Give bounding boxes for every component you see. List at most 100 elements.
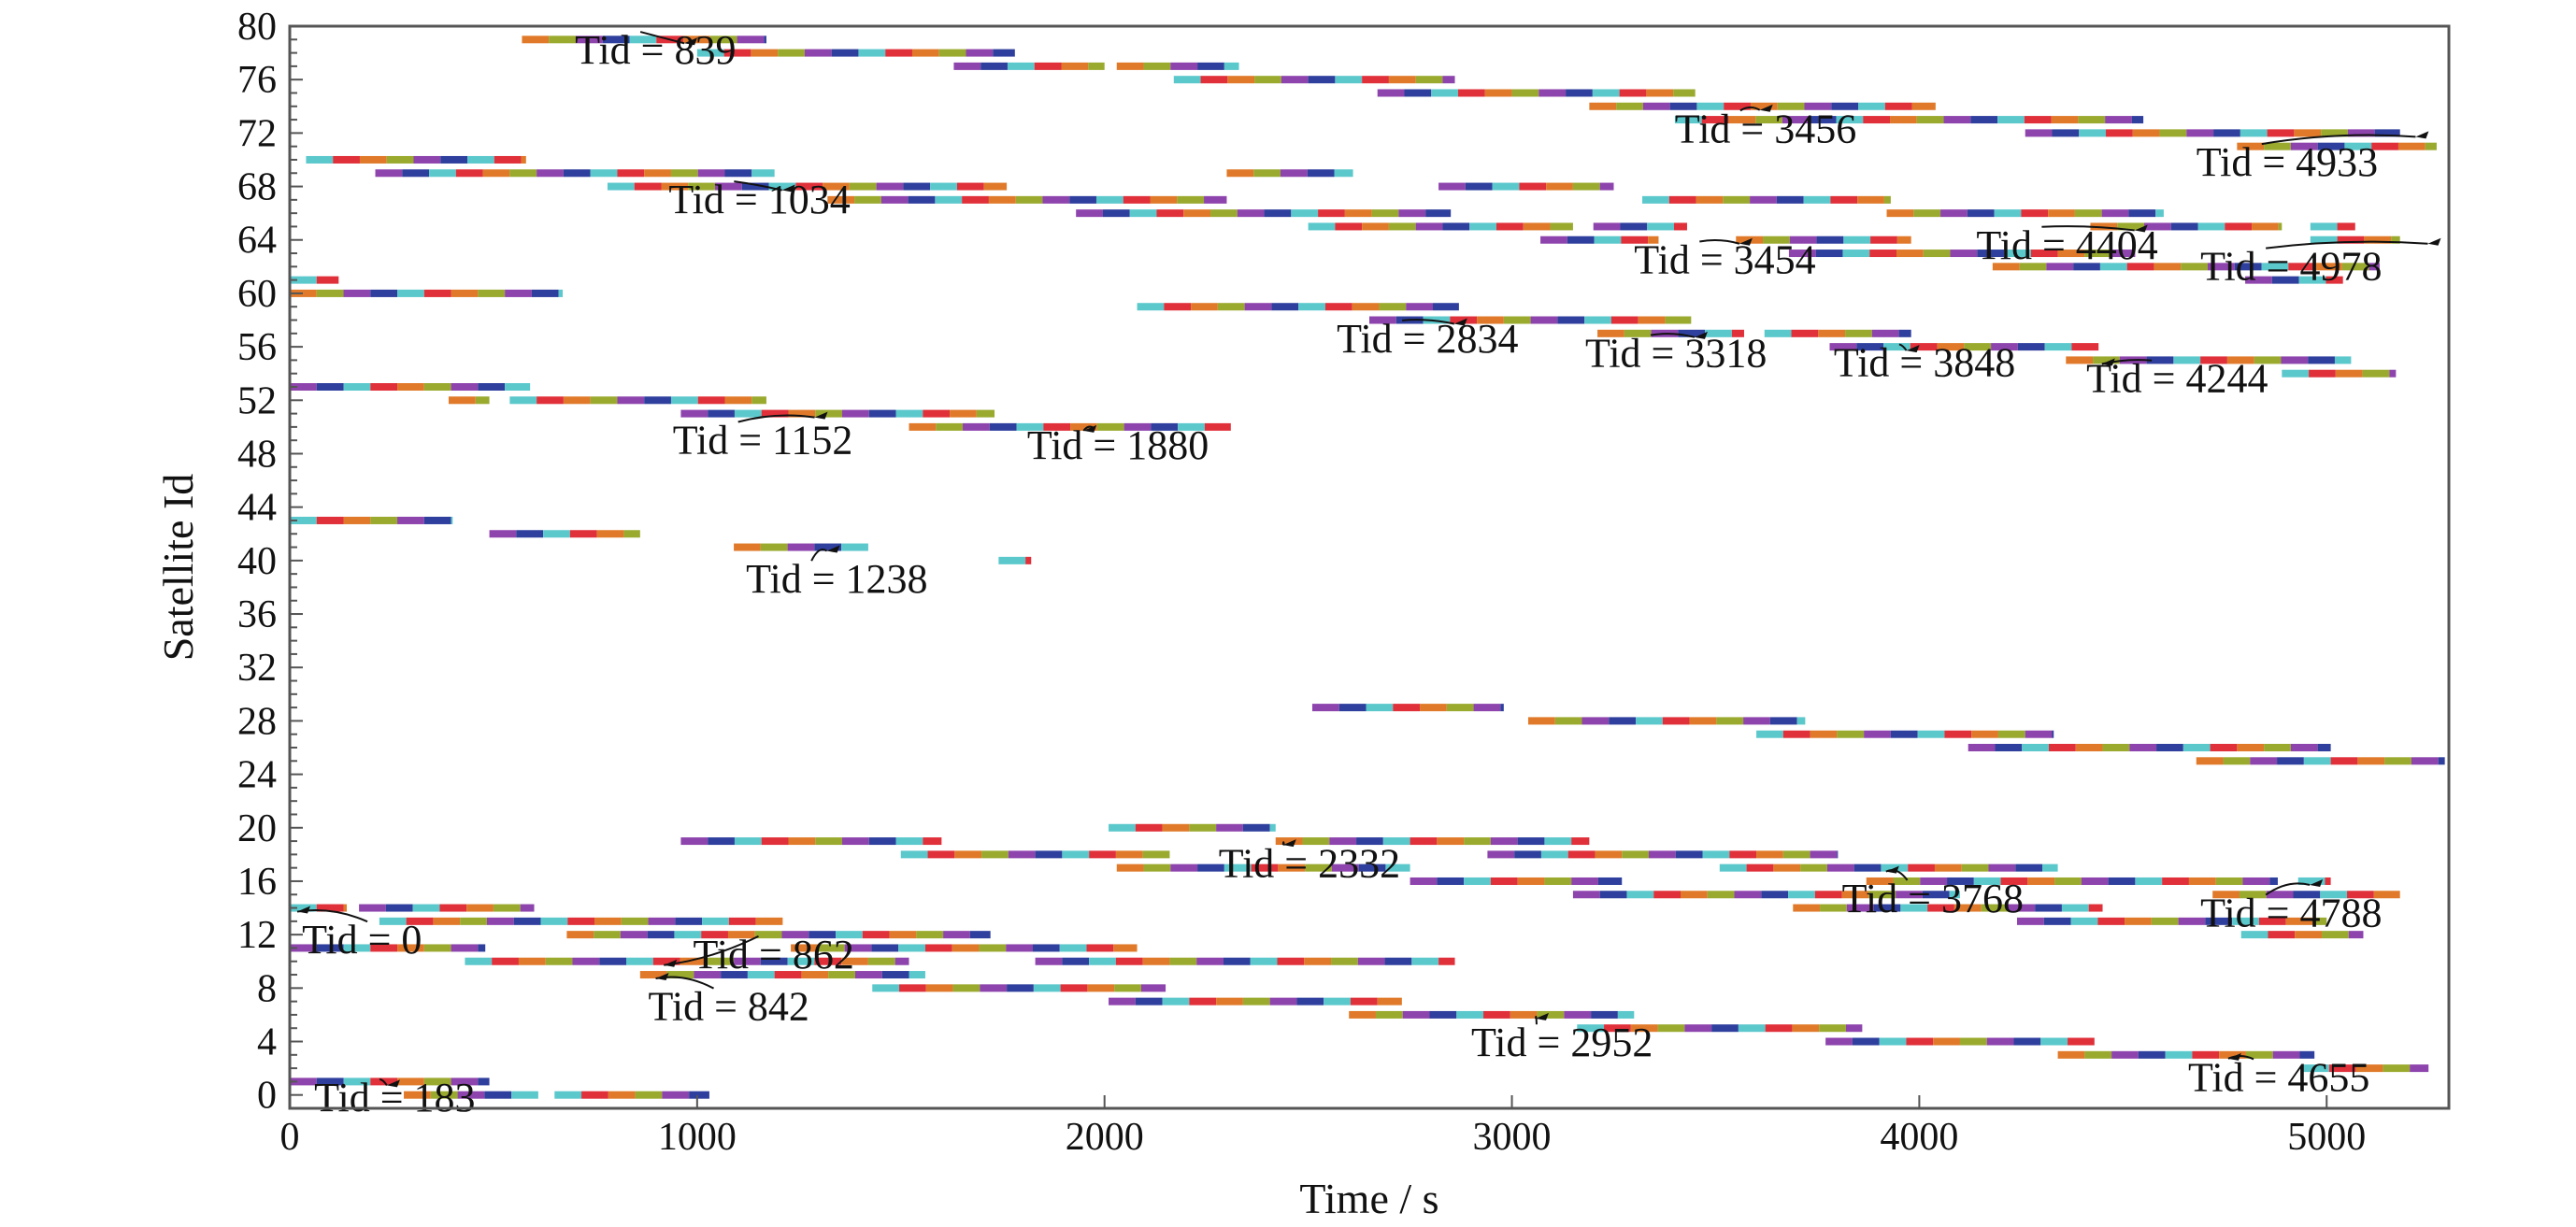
task-segment — [596, 530, 624, 538]
task-segment — [1630, 1024, 1658, 1033]
task-segment — [858, 49, 886, 57]
task-segment — [881, 971, 909, 979]
task-segment — [817, 944, 845, 952]
task-segment — [2252, 222, 2279, 231]
task-segment — [478, 383, 506, 391]
task-segment — [2173, 356, 2201, 364]
task-segment — [644, 169, 671, 178]
task-segment — [680, 409, 708, 418]
task-segment — [754, 931, 782, 939]
task-segment — [1831, 102, 1859, 110]
task-segment — [2282, 369, 2310, 378]
y-tick-label: 24 — [237, 754, 277, 797]
task-segment — [2186, 129, 2214, 137]
arrowhead-icon — [781, 184, 795, 193]
task-segment — [1358, 863, 1386, 872]
task-segment — [359, 155, 387, 164]
task-segment — [1109, 823, 1136, 832]
task-segment — [1933, 1037, 1960, 1046]
task-segment — [827, 195, 855, 204]
task-segment — [1701, 116, 1729, 124]
task-segment — [1442, 76, 1455, 84]
arrowhead-icon — [814, 411, 828, 420]
task-segment — [1324, 997, 1351, 1006]
task-segment — [841, 957, 868, 965]
task-segment — [1223, 957, 1251, 965]
task-segment — [1503, 316, 1531, 324]
task-segment — [1621, 235, 1649, 244]
annotation-arrow — [1739, 106, 1761, 112]
task-segment — [980, 62, 1008, 70]
task-segment — [1890, 116, 1917, 124]
task-segment — [1226, 169, 1254, 178]
task-segment — [575, 36, 603, 44]
task-segment — [1991, 343, 2018, 351]
task-segment — [1496, 222, 1524, 231]
task-segment — [1842, 250, 1870, 258]
task-segment — [1244, 303, 1272, 311]
task-segment — [1567, 850, 1596, 859]
plot-frame — [288, 24, 2451, 1110]
task-segment — [2334, 356, 2352, 364]
y-tick-label: 52 — [237, 379, 277, 422]
y-tick-label: 48 — [237, 433, 277, 476]
task-segment — [1944, 730, 1972, 738]
task-segment — [1554, 717, 1582, 725]
task-segment — [885, 49, 912, 57]
task-id-label: Tid = 3318 — [1585, 331, 1767, 377]
task-segment — [2245, 1050, 2273, 1059]
task-segment — [1487, 850, 1515, 859]
task-segment — [1647, 222, 1675, 231]
arrowhead-icon — [2227, 1052, 2241, 1061]
task-segment — [343, 383, 371, 391]
task-segment — [423, 1077, 451, 1086]
task-segment — [1594, 235, 1622, 244]
task-segment — [2391, 235, 2400, 244]
task-segment — [1571, 877, 1598, 885]
x-tick-label: 4000 — [1880, 1116, 1958, 1159]
task-segment — [1793, 904, 1821, 912]
task-segment — [2213, 129, 2240, 137]
arrowhead-icon — [2310, 878, 2324, 887]
task-segment — [1070, 422, 1097, 431]
task-segment — [2165, 1050, 2193, 1059]
task-segment — [1517, 837, 1545, 846]
task-segment — [1673, 89, 1696, 97]
arrowhead-icon — [684, 37, 698, 46]
task-segment — [1311, 704, 1339, 712]
task-segment — [734, 409, 762, 418]
task-segment — [1734, 891, 1762, 899]
task-segment — [2232, 917, 2259, 925]
task-segment — [791, 944, 818, 952]
task-segment — [761, 409, 789, 418]
task-segment — [2182, 744, 2211, 751]
task-segment — [980, 984, 1008, 992]
x-tick-label: 3000 — [1473, 1116, 1552, 1159]
task-segment — [379, 917, 407, 925]
task-segment — [1881, 863, 1909, 872]
task-id-label: Tid = 4933 — [2197, 139, 2378, 185]
task-segment — [2057, 1050, 2085, 1059]
task-segment — [607, 182, 635, 191]
task-segment — [537, 396, 564, 405]
task-segment — [1116, 62, 1144, 70]
task-segment — [397, 516, 424, 524]
task-segment — [1446, 704, 1474, 712]
task-segment — [448, 396, 476, 405]
task-segment — [2321, 129, 2348, 137]
task-segment — [2025, 129, 2053, 137]
task-segment — [2088, 904, 2103, 912]
task-segment — [751, 169, 775, 178]
task-segment — [1519, 182, 1547, 191]
task-segment — [2066, 356, 2094, 364]
task-segment — [1490, 877, 1518, 885]
task-segment — [1782, 730, 1810, 738]
task-segment — [375, 169, 403, 178]
task-segment — [2326, 276, 2343, 284]
task-segment — [1362, 76, 1389, 84]
task-segment — [2051, 116, 2079, 124]
y-tick-label: 20 — [237, 807, 277, 850]
task-segment — [724, 169, 752, 178]
task-segment — [1204, 195, 1227, 204]
task-segment — [683, 36, 710, 44]
